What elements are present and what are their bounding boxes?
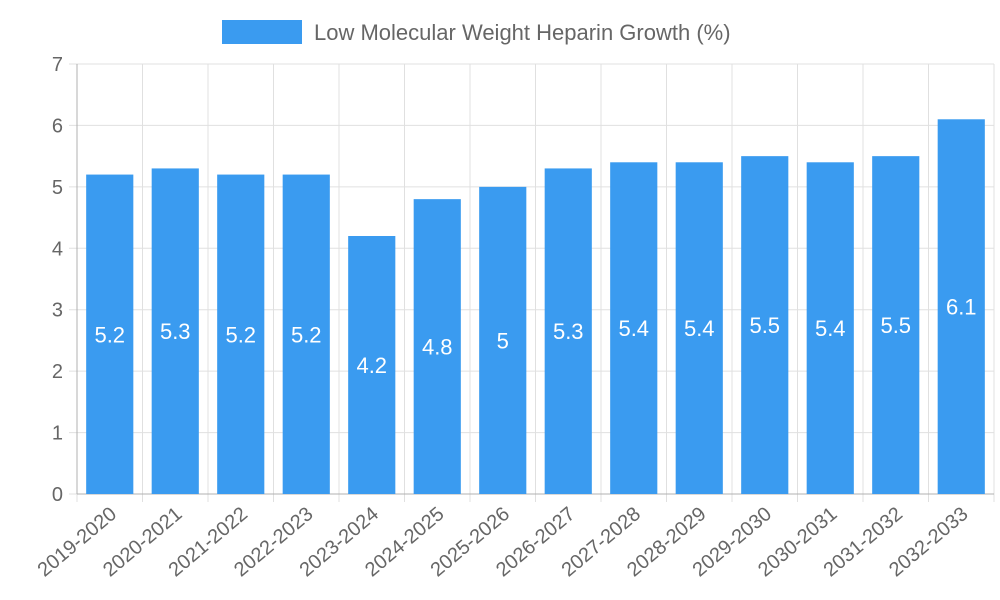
bar-data-label: 4.8 xyxy=(422,335,453,360)
bar[interactable] xyxy=(217,174,265,495)
bar[interactable] xyxy=(479,186,527,494)
bar-data-label: 5.2 xyxy=(225,322,256,347)
bar-data-label: 5.2 xyxy=(291,322,322,347)
bar[interactable] xyxy=(348,236,396,494)
bar-data-label: 5.4 xyxy=(618,316,649,341)
bar[interactable] xyxy=(872,156,920,494)
bar[interactable] xyxy=(151,168,199,494)
y-tick-label: 5 xyxy=(52,177,63,199)
y-tick-label: 7 xyxy=(52,54,63,76)
bar[interactable] xyxy=(806,162,854,495)
grid xyxy=(69,63,995,502)
bar[interactable] xyxy=(610,162,658,495)
y-tick-label: 2 xyxy=(52,361,63,383)
y-tick-label: 4 xyxy=(52,238,63,260)
y-axis-ticks: 0 1 2 3 4 5 6 7 xyxy=(52,54,63,506)
y-tick-label: 0 xyxy=(52,484,63,506)
bar[interactable] xyxy=(413,199,461,494)
bar-data-label: 5.4 xyxy=(815,316,846,341)
bar-data-label: 5.2 xyxy=(94,322,125,347)
x-axis-ticks: 2019-20202020-20212021-20222022-20232023… xyxy=(34,503,973,581)
legend-swatch xyxy=(222,20,302,44)
bar-data-label: 5.3 xyxy=(160,319,191,344)
bar-data-label: 5.4 xyxy=(684,316,715,341)
bar-data-label: 5 xyxy=(497,328,509,353)
y-tick-label: 3 xyxy=(52,300,63,322)
legend-label: Low Molecular Weight Heparin Growth (%) xyxy=(314,20,731,45)
bar-data-label: 5.5 xyxy=(880,313,911,338)
y-tick-label: 6 xyxy=(52,115,63,137)
bar[interactable] xyxy=(741,156,789,494)
bar[interactable] xyxy=(86,174,134,495)
legend: Low Molecular Weight Heparin Growth (%) xyxy=(222,20,731,45)
bar-data-label: 6.1 xyxy=(946,295,977,320)
bar-data-label: 5.5 xyxy=(749,313,780,338)
bar[interactable] xyxy=(675,162,723,495)
bar[interactable] xyxy=(937,119,985,495)
bar-data-label: 5.3 xyxy=(553,319,584,344)
y-tick-label: 1 xyxy=(52,423,63,445)
bar[interactable] xyxy=(282,174,330,495)
bar-data-label: 4.2 xyxy=(356,353,387,378)
bars: 5.2 5.3 5.2 5.2 4.2 4.8 5 5.3 5.4 5.4 5.5 5.4 5.5 6.1 xyxy=(86,119,985,495)
bar[interactable] xyxy=(544,168,592,494)
